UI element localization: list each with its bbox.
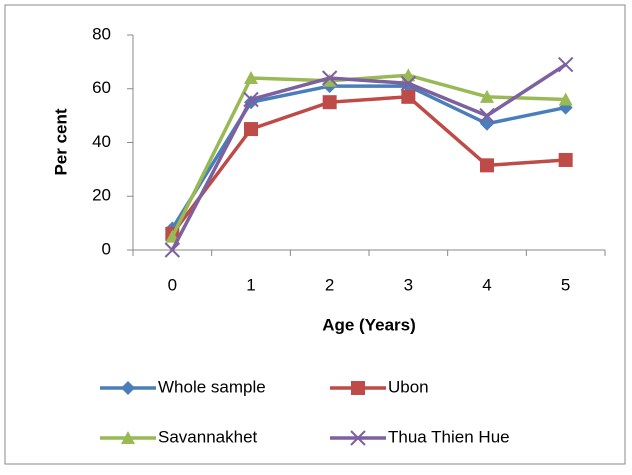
data-point (244, 71, 258, 84)
data-point (558, 152, 573, 167)
legend-marker (351, 381, 365, 395)
series-line (170, 73, 566, 238)
data-point (165, 229, 180, 243)
data-point (401, 89, 416, 104)
data-point (557, 56, 574, 73)
data-point (244, 122, 258, 137)
legend-marker (350, 430, 366, 446)
data-point (400, 75, 417, 92)
data-point (479, 107, 495, 124)
series-line (170, 95, 566, 235)
data-point (401, 68, 416, 82)
x-axis-title: Age (Years) (322, 315, 416, 334)
y-tick-label: 80 (92, 24, 111, 43)
legend-label: Thua Thien Hue (388, 427, 510, 446)
data-point (243, 91, 259, 108)
legend-marker (121, 381, 135, 395)
legend-label: Savannakhet (158, 427, 258, 446)
y-tick-label: 20 (92, 186, 111, 205)
series-line (170, 63, 567, 251)
legend-label: Ubon (388, 377, 429, 396)
y-axis-title: Per cent (51, 108, 70, 175)
data-point (558, 92, 573, 106)
x-tick-label: 1 (246, 275, 255, 294)
data-point (322, 73, 337, 87)
x-tick-label: 5 (561, 275, 570, 294)
data-point (480, 89, 494, 103)
data-point (480, 158, 494, 173)
x-tick-label: 0 (168, 275, 177, 294)
y-tick-label: 60 (92, 78, 111, 97)
x-tick-label: 2 (325, 275, 334, 294)
y-tick-label: 40 (92, 132, 111, 151)
x-tick-label: 4 (482, 275, 491, 294)
legend-marker (121, 431, 135, 444)
chart-border (4, 4, 626, 465)
data-point (164, 242, 181, 258)
x-tick-label: 3 (404, 275, 413, 294)
y-tick-label: 0 (102, 239, 111, 258)
legend-label: Whole sample (158, 377, 266, 396)
data-point (321, 70, 338, 86)
data-point (322, 95, 337, 110)
